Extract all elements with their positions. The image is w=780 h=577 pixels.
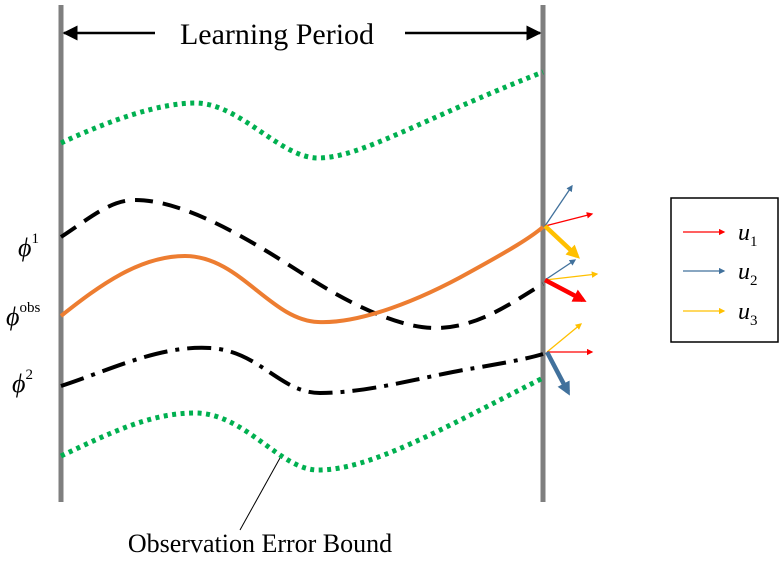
- phi1-trajectory: [59, 197, 544, 331]
- period-title: Learning Period: [180, 18, 374, 51]
- phi2-u2-vector: [545, 350, 570, 396]
- error-bound-caption: Observation Error Bound: [128, 529, 392, 558]
- phi2-label: ϕ2: [12, 367, 33, 398]
- phi1-u3-vector: [543, 224, 580, 259]
- phiobs-u1-vector: [543, 278, 587, 302]
- upper-error-bound: [59, 69, 544, 161]
- legend: u1 u2 u3: [670, 197, 779, 343]
- phi2-u3-vector: [546, 323, 583, 353]
- phi2-trajectory: [60, 345, 544, 396]
- legend-u1-label: u1: [738, 220, 758, 250]
- legend-u2-label: u2: [738, 259, 758, 289]
- lower-error-bound: [59, 375, 545, 473]
- phi1-label: ϕ1: [18, 231, 39, 262]
- observed-trajectory: [59, 225, 545, 325]
- phi1-u1-vector: [544, 212, 594, 227]
- legend-box: [670, 197, 779, 343]
- caption-leader-line: [239, 457, 281, 531]
- phiobs-u3-vector: [544, 271, 599, 281]
- phiobs-label: ϕobs: [6, 300, 40, 331]
- phiobs-u2-vector: [544, 259, 577, 281]
- legend-u3-label: u3: [738, 299, 758, 329]
- phi1-u2-vector: [544, 184, 573, 227]
